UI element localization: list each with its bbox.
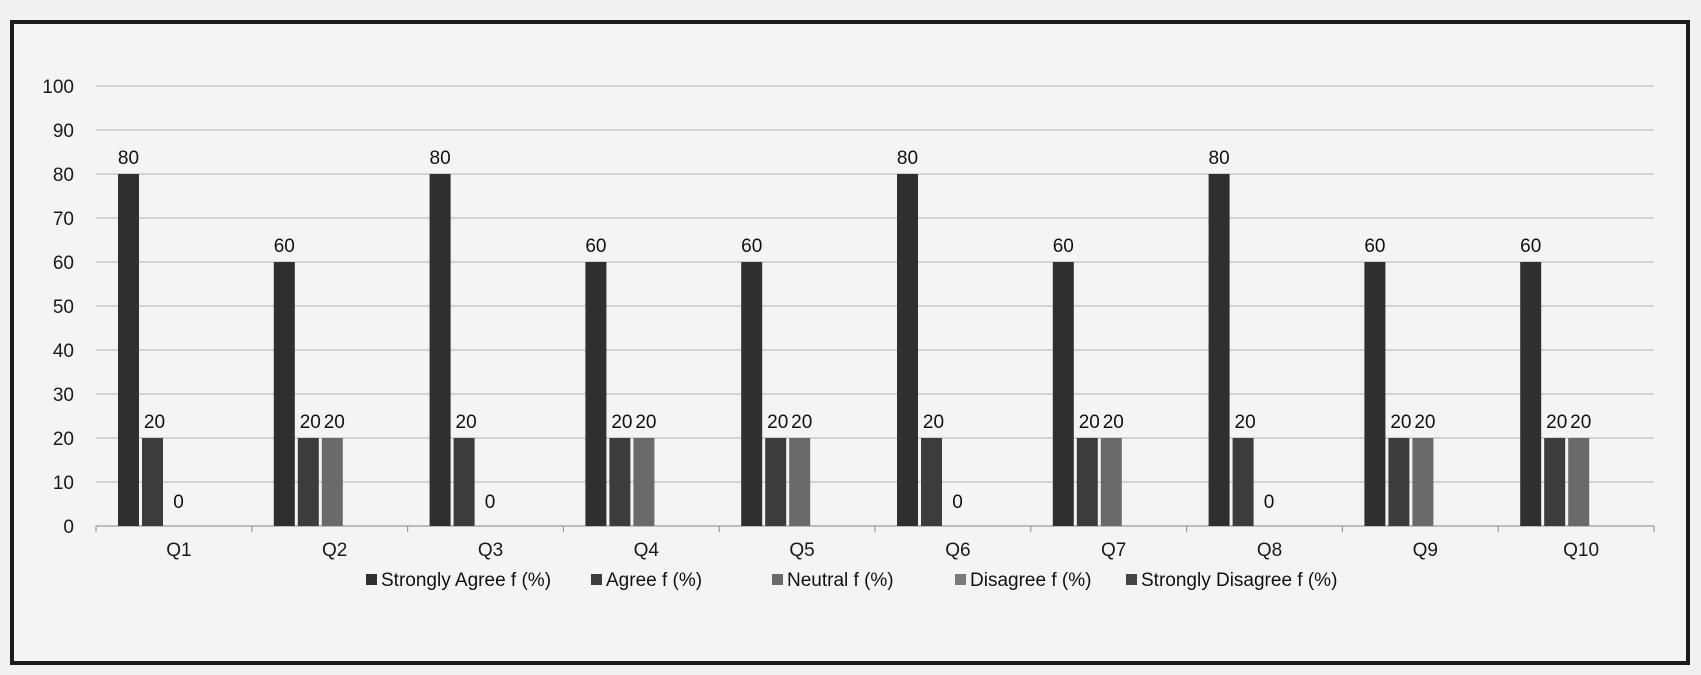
y-axis: 0 10 20 30 40 50 60 70 80 90 100 [42, 77, 74, 538]
y-tick-label: 60 [53, 253, 74, 274]
x-tick-label: Q10 [1563, 540, 1599, 561]
bar [273, 262, 295, 526]
bar [1076, 438, 1098, 526]
legend-label: Strongly Disagree f (%) [1141, 570, 1337, 591]
legend-label: Agree f (%) [606, 570, 702, 591]
data-label: 20 [611, 412, 632, 433]
data-label: 20 [300, 412, 321, 433]
bar [1208, 174, 1230, 526]
data-label: 20 [1079, 412, 1100, 433]
y-tick-label: 80 [53, 165, 74, 186]
data-label: 0 [1264, 492, 1275, 513]
legend-swatch [1126, 574, 1137, 585]
data-label: 80 [430, 148, 451, 169]
legend-swatch [591, 574, 602, 585]
legend-swatch [772, 574, 783, 585]
bar [789, 438, 811, 526]
y-tick-label: 100 [42, 77, 74, 98]
data-label: 60 [1520, 236, 1541, 257]
data-label: 20 [1235, 412, 1256, 433]
bar [1100, 438, 1122, 526]
x-tick-label: Q1 [166, 540, 191, 561]
data-label: 20 [1103, 412, 1124, 433]
bar [1412, 438, 1434, 526]
x-tick-label: Q4 [634, 540, 660, 561]
x-tick-label: Q9 [1413, 540, 1438, 561]
data-label: 20 [144, 412, 165, 433]
bar [633, 438, 655, 526]
bar [1388, 438, 1410, 526]
y-tick-label: 20 [53, 429, 74, 450]
x-tick-label: Q6 [945, 540, 970, 561]
y-tick-label: 0 [63, 517, 74, 538]
legend-label: Neutral f (%) [787, 570, 894, 591]
bar [321, 438, 343, 526]
y-tick-label: 30 [53, 385, 74, 406]
bar [585, 262, 607, 526]
x-tick-label: Q3 [478, 540, 503, 561]
data-label: 80 [897, 148, 918, 169]
bar [1520, 262, 1542, 526]
data-label: 20 [1570, 412, 1591, 433]
data-label: 0 [173, 492, 184, 513]
data-label: 20 [767, 412, 788, 433]
x-tick-label: Q5 [789, 540, 814, 561]
y-tick-label: 90 [53, 121, 74, 142]
legend-swatch [955, 574, 966, 585]
bar [297, 438, 319, 526]
data-label: 60 [274, 236, 295, 257]
y-tick-label: 10 [53, 473, 74, 494]
data-label: 20 [791, 412, 812, 433]
data-label: 20 [1390, 412, 1411, 433]
data-label: 80 [1209, 148, 1230, 169]
x-tick-label: Q8 [1257, 540, 1282, 561]
bar [142, 438, 163, 526]
bar [118, 174, 139, 526]
bar [741, 262, 763, 526]
legend: Strongly Agree f (%) Agree f (%) Neutral f… [366, 570, 1337, 591]
y-tick-label: 50 [53, 297, 74, 318]
bars [118, 174, 1590, 526]
x-tick-label: Q2 [322, 540, 347, 561]
gridlines [95, 85, 1655, 532]
data-label: 60 [741, 236, 762, 257]
data-label: 20 [456, 412, 477, 433]
bar [1232, 438, 1254, 526]
data-label: 20 [1546, 412, 1567, 433]
data-label: 60 [1364, 236, 1385, 257]
data-label: 60 [1053, 236, 1074, 257]
data-label: 80 [118, 148, 139, 169]
data-label: 20 [635, 412, 656, 433]
x-axis: Q1 Q2 Q3 Q4 Q5 Q6 Q7 Q8 Q9 Q10 [166, 540, 1599, 561]
bar [1544, 438, 1566, 526]
x-tick-label: Q7 [1101, 540, 1126, 561]
legend-label: Strongly Agree f (%) [381, 570, 551, 591]
bar [453, 438, 475, 526]
data-label: 20 [1414, 412, 1435, 433]
data-label: 0 [485, 492, 496, 513]
bar [429, 174, 451, 526]
data-label: 20 [923, 412, 944, 433]
bar [1568, 438, 1590, 526]
bar [1052, 262, 1074, 526]
y-tick-label: 70 [53, 209, 74, 230]
chart-frame: 0 10 20 30 40 50 60 70 80 90 100 80 20 0 60 20 20 80 20 0 6… [10, 20, 1690, 665]
data-label: 20 [324, 412, 345, 433]
bar [1364, 262, 1386, 526]
y-tick-label: 40 [53, 341, 74, 362]
bar [921, 438, 942, 526]
data-label: 0 [952, 492, 963, 513]
bar [765, 438, 787, 526]
legend-swatch [366, 574, 377, 585]
bar [897, 174, 918, 526]
data-label: 60 [585, 236, 606, 257]
bar [609, 438, 631, 526]
legend-label: Disagree f (%) [970, 570, 1091, 591]
